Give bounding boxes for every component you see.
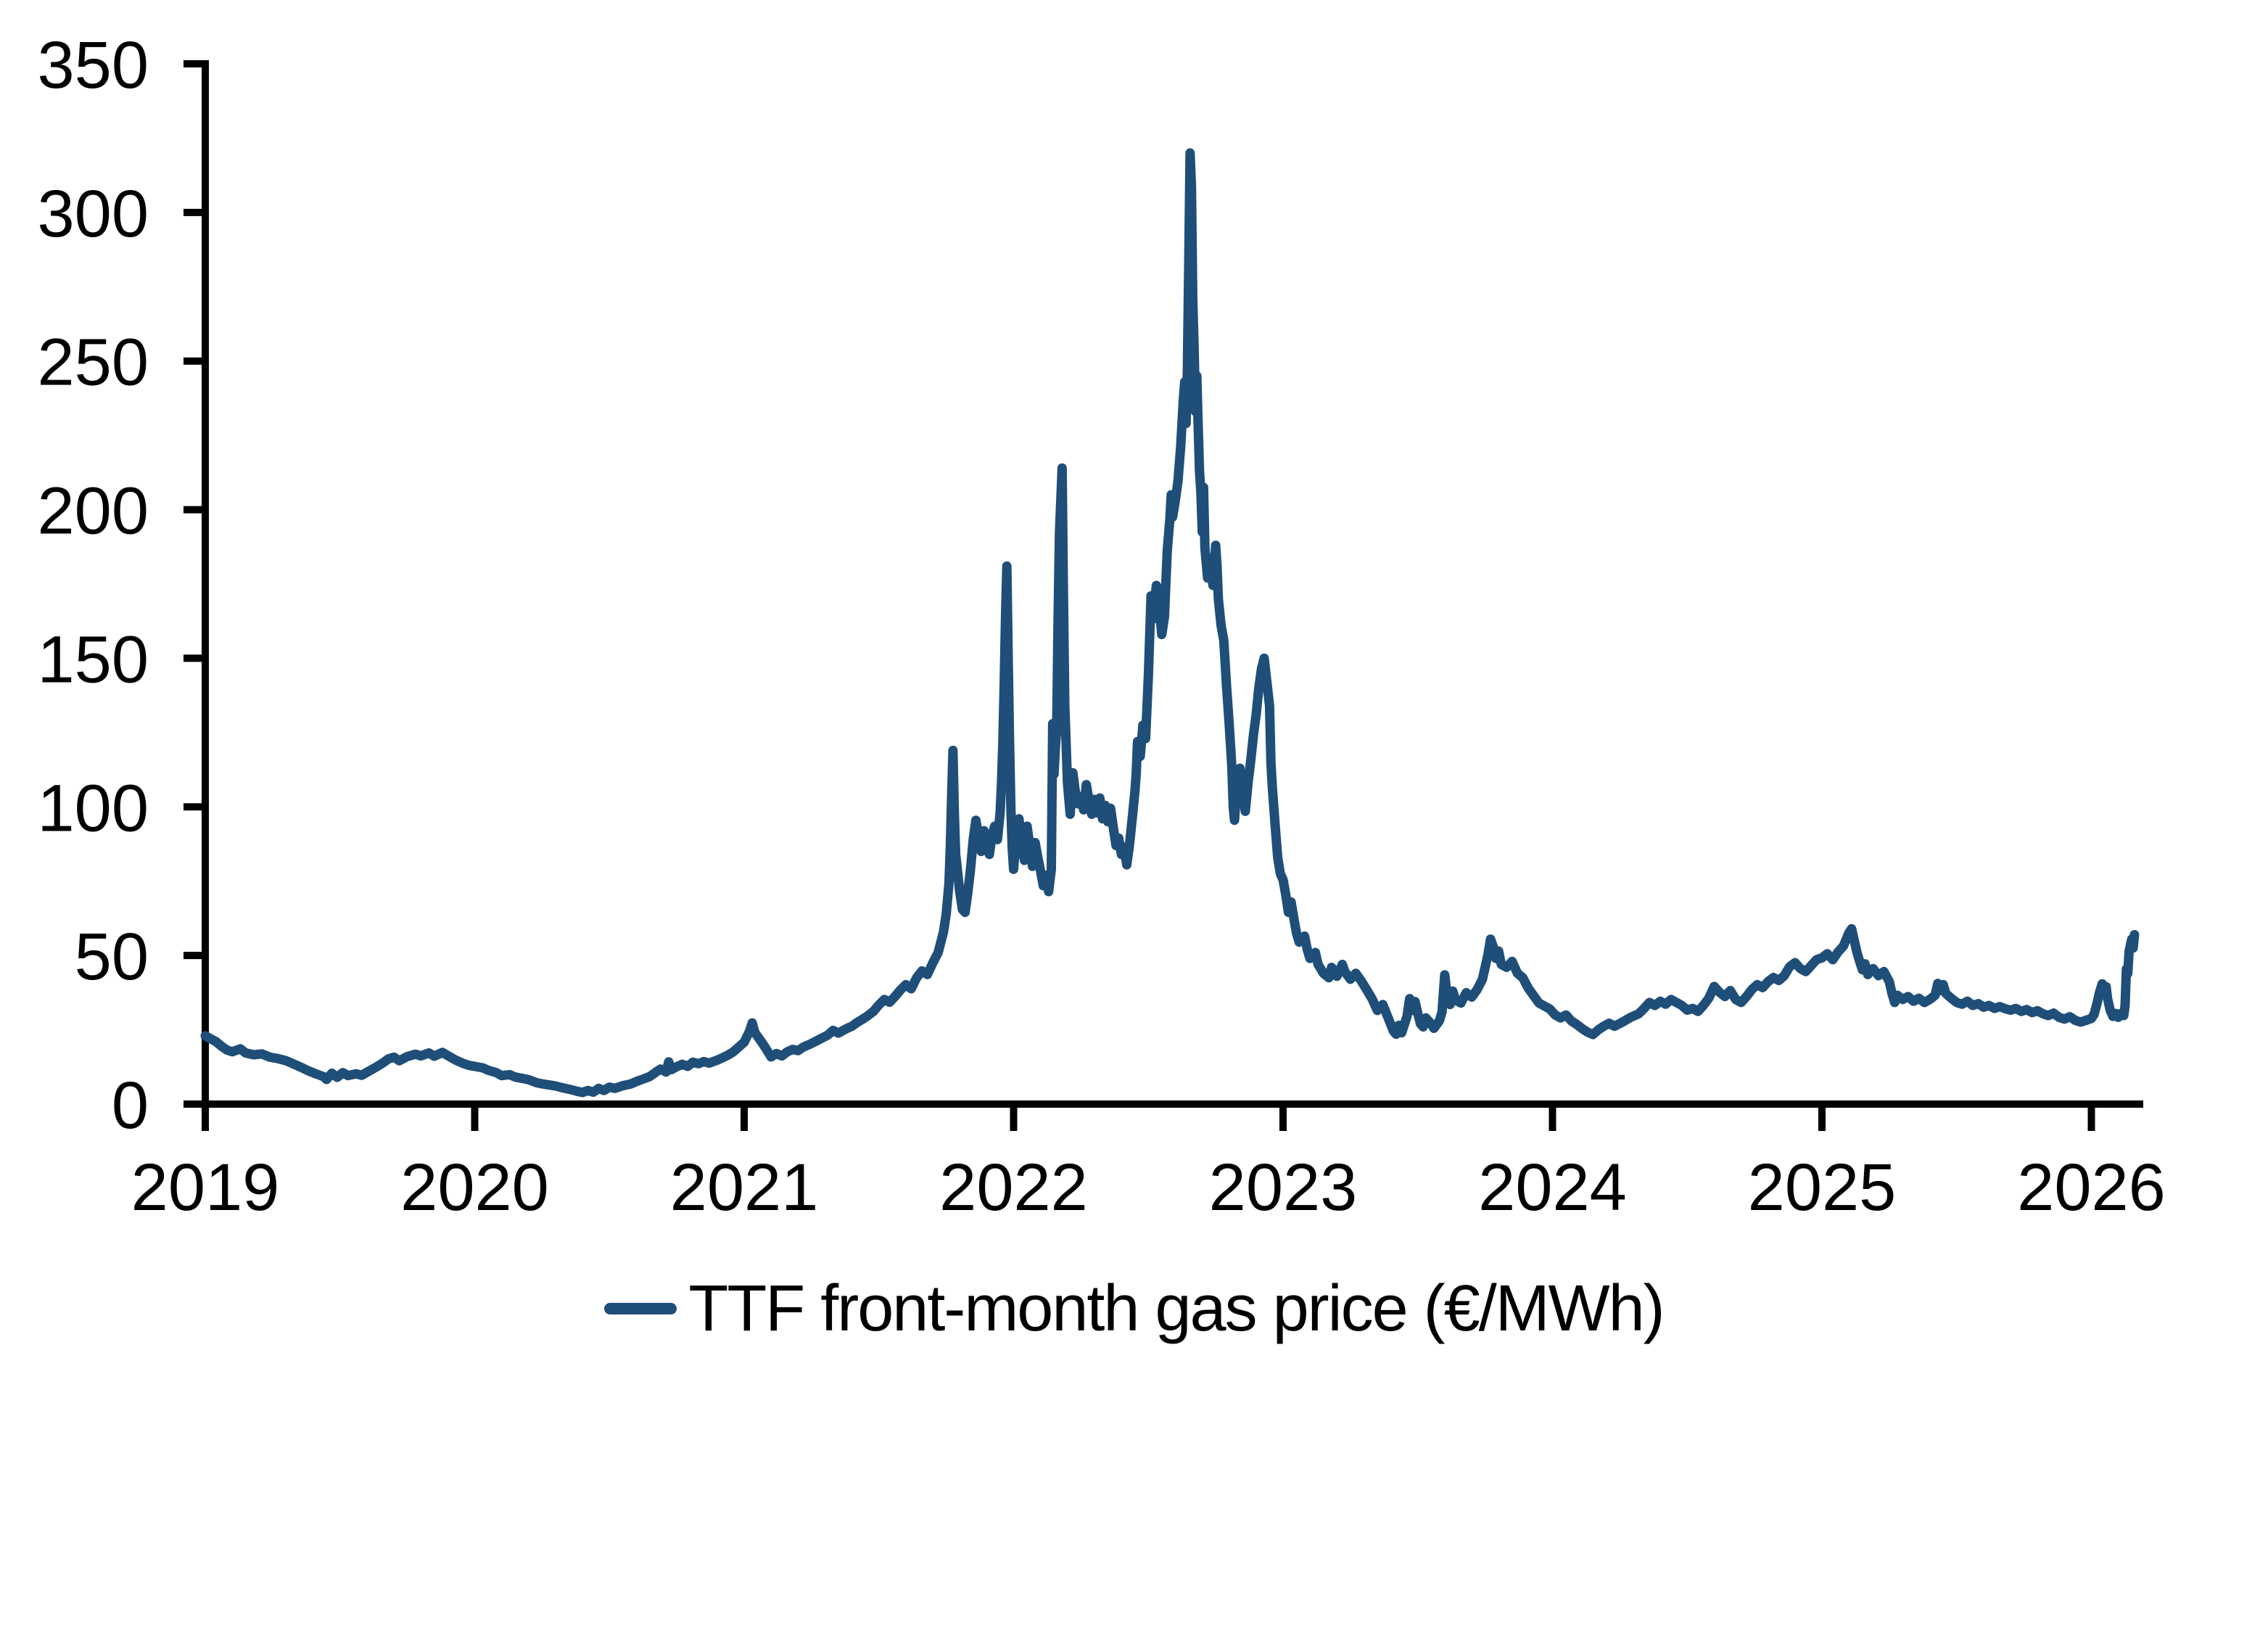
chart-legend: TTF front-month gas price (€/MWh)	[0, 1265, 2268, 1352]
price-line-series	[200, 148, 2140, 1098]
x-tick-label: 2019	[131, 1151, 280, 1225]
y-tick-label: 150	[38, 622, 149, 696]
y-tick-label: 350	[38, 28, 149, 102]
x-tick-label: 2021	[670, 1151, 819, 1225]
y-tick-label: 100	[38, 771, 149, 845]
x-tick-label: 2022	[939, 1151, 1088, 1225]
y-tick-label: 0	[112, 1069, 149, 1143]
legend-line-marker-icon	[604, 1303, 677, 1314]
legend-label: TTF front-month gas price (€/MWh)	[688, 1272, 1665, 1345]
x-tick-label: 2023	[1209, 1151, 1358, 1225]
y-tick-label: 200	[38, 474, 149, 548]
y-tick-label: 300	[38, 177, 149, 251]
x-tick-label: 2020	[400, 1151, 549, 1225]
y-tick-label: 50	[75, 920, 149, 994]
x-tick-label: 2026	[2017, 1151, 2166, 1225]
x-tick-label: 2025	[1748, 1151, 1897, 1225]
y-tick-label: 250	[38, 326, 149, 400]
x-tick-label: 2024	[1478, 1151, 1627, 1225]
